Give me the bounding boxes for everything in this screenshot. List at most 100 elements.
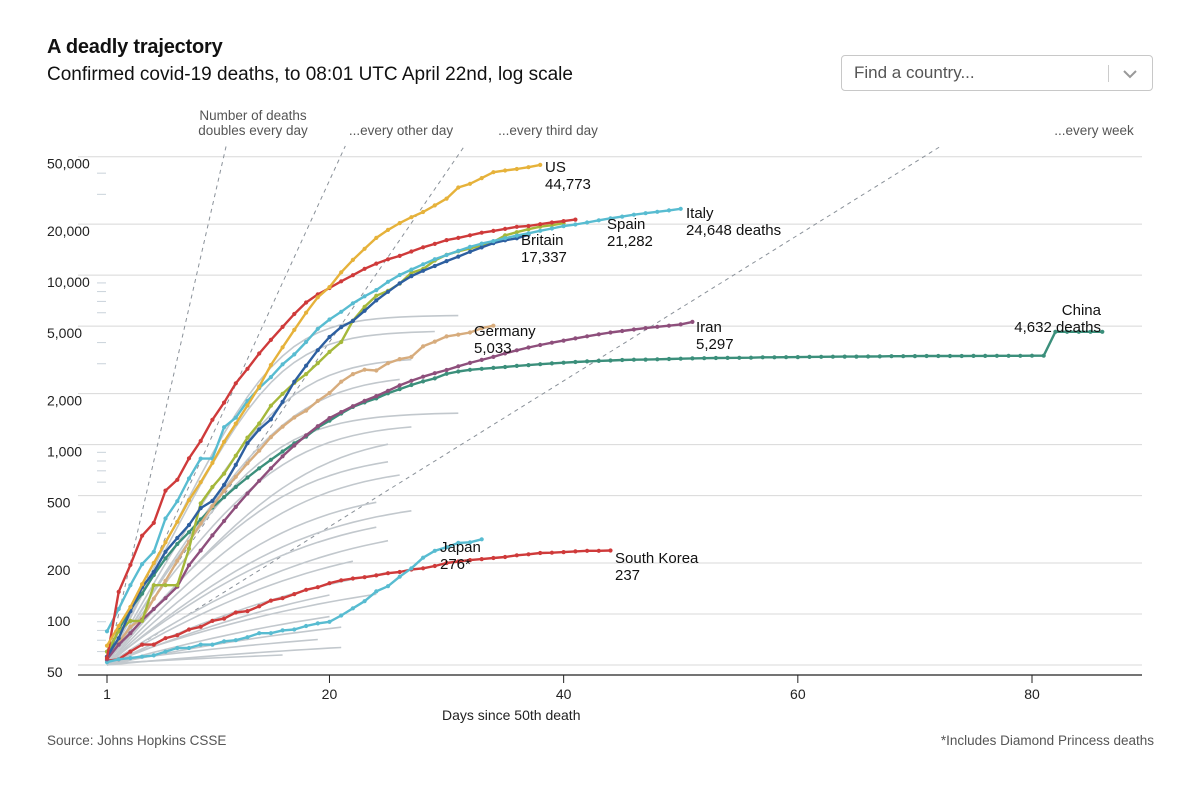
chart-title: A deadly trajectory bbox=[47, 36, 223, 58]
data-point-britain bbox=[210, 498, 215, 503]
data-point-china bbox=[690, 356, 695, 361]
footnote: *Includes Diamond Princess deaths bbox=[940, 733, 1154, 748]
other-country-line bbox=[106, 358, 412, 666]
data-point-us bbox=[526, 165, 531, 170]
data-point-germany bbox=[222, 488, 227, 493]
data-point-britain bbox=[186, 522, 192, 528]
data-point-us bbox=[444, 196, 449, 201]
data-point-germany bbox=[409, 354, 414, 359]
data-point-spain bbox=[210, 417, 215, 422]
data-point-south-korea bbox=[327, 581, 332, 586]
data-point-france bbox=[514, 230, 519, 235]
data-point-china bbox=[608, 358, 613, 363]
data-point-iran bbox=[561, 338, 566, 343]
data-point-japan bbox=[421, 555, 426, 560]
data-point-south-korea bbox=[549, 550, 555, 555]
data-point-south-korea bbox=[222, 616, 227, 621]
data-point-china bbox=[175, 541, 180, 547]
data-point-italy bbox=[304, 339, 309, 345]
data-point-china bbox=[456, 369, 461, 374]
data-point-japan bbox=[479, 537, 484, 542]
data-point-japan bbox=[397, 574, 402, 579]
data-point-britain bbox=[163, 549, 168, 554]
data-point-italy bbox=[444, 252, 449, 258]
data-point-china bbox=[245, 475, 250, 480]
data-point-iran bbox=[573, 336, 578, 341]
data-point-china bbox=[959, 353, 964, 359]
data-point-britain bbox=[280, 399, 285, 404]
other-country-line bbox=[106, 510, 412, 666]
data-point-iran bbox=[620, 328, 625, 334]
data-point-italy bbox=[678, 206, 683, 211]
data-point-china bbox=[1088, 329, 1093, 334]
data-point-china bbox=[257, 466, 262, 471]
data-point-italy bbox=[549, 226, 555, 231]
data-point-us bbox=[327, 285, 332, 290]
data-point-germany bbox=[128, 624, 133, 629]
data-point-china bbox=[1006, 353, 1011, 358]
data-point-italy bbox=[268, 375, 273, 380]
data-point-south-korea bbox=[350, 576, 355, 581]
data-point-south-korea bbox=[257, 604, 262, 609]
data-point-china bbox=[444, 371, 449, 376]
data-point-france bbox=[140, 618, 145, 624]
data-point-iran bbox=[690, 319, 695, 324]
data-point-italy bbox=[526, 231, 531, 236]
data-point-china bbox=[479, 366, 484, 371]
data-point-china bbox=[854, 354, 859, 359]
data-point-britain bbox=[175, 535, 180, 541]
data-point-us bbox=[151, 560, 156, 566]
data-point-italy bbox=[128, 583, 133, 588]
data-point-italy bbox=[620, 214, 625, 219]
data-point-italy bbox=[631, 212, 637, 217]
data-point-china bbox=[233, 484, 238, 490]
country-search-input[interactable] bbox=[842, 56, 1114, 90]
series-label-spain: Spain bbox=[607, 216, 645, 233]
data-point-iran bbox=[210, 533, 215, 538]
data-point-britain bbox=[304, 363, 309, 368]
data-point-iran bbox=[280, 454, 285, 459]
data-point-italy bbox=[421, 262, 426, 267]
x-tick-label: 80 bbox=[1024, 686, 1040, 702]
country-search-box[interactable] bbox=[841, 55, 1153, 91]
data-point-italy bbox=[151, 549, 156, 554]
data-point-italy bbox=[397, 272, 402, 278]
data-point-italy bbox=[608, 216, 613, 221]
chevron-down-icon[interactable] bbox=[1118, 62, 1142, 86]
data-point-china bbox=[643, 357, 648, 362]
data-point-japan bbox=[304, 623, 309, 629]
data-point-china bbox=[784, 355, 789, 360]
data-point-italy bbox=[432, 257, 437, 262]
data-point-spain bbox=[573, 217, 578, 222]
data-point-japan bbox=[151, 653, 156, 658]
series-line-france bbox=[105, 222, 564, 653]
doubling-guide-label: ...every week bbox=[1054, 123, 1134, 138]
data-point-south-korea bbox=[163, 636, 168, 641]
data-point-britain bbox=[151, 569, 156, 575]
minor-ticks bbox=[97, 172, 106, 653]
data-point-japan bbox=[245, 635, 250, 640]
data-point-iran bbox=[655, 324, 660, 329]
data-point-germany bbox=[151, 596, 156, 601]
data-point-germany bbox=[491, 323, 496, 328]
series-value-britain: 17,337 bbox=[521, 249, 567, 266]
data-point-iran bbox=[631, 327, 637, 332]
data-point-south-korea bbox=[608, 548, 613, 553]
data-point-china bbox=[807, 354, 812, 359]
data-point-italy bbox=[233, 415, 238, 420]
data-point-france bbox=[409, 270, 414, 275]
data-point-spain bbox=[549, 220, 555, 225]
data-point-china bbox=[725, 355, 730, 360]
data-point-spain bbox=[514, 224, 519, 229]
other-country-line bbox=[106, 378, 400, 666]
data-point-spain bbox=[479, 230, 484, 235]
data-point-south-korea bbox=[128, 649, 133, 654]
data-point-germany bbox=[304, 408, 309, 413]
data-point-italy bbox=[643, 211, 648, 216]
data-point-china bbox=[631, 357, 637, 362]
data-point-germany bbox=[327, 390, 332, 396]
doubling-guide-label: ...every third day bbox=[498, 123, 598, 138]
data-point-us bbox=[292, 327, 297, 332]
data-point-us bbox=[362, 246, 367, 251]
data-point-iran bbox=[432, 371, 437, 376]
